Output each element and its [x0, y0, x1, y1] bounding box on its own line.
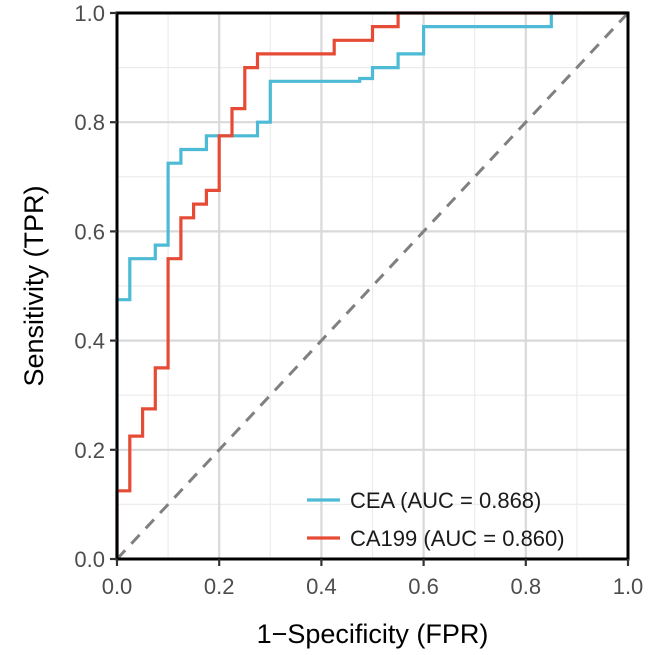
x-axis-title: 1−Specificity (FPR) [257, 619, 489, 649]
x-tick-label: 0.8 [511, 574, 542, 599]
plot-border [115, 11, 630, 561]
legend-label-ca199: CA199 (AUC = 0.860) [350, 526, 565, 551]
legend: CEA (AUC = 0.868) CA199 (AUC = 0.860) [307, 488, 565, 551]
y-tick-label: 1.0 [74, 1, 105, 26]
legend-label-cea: CEA (AUC = 0.868) [350, 488, 541, 513]
x-tick-label: 1.0 [613, 574, 644, 599]
roc-curve-ca199 [115, 11, 628, 559]
roc-series-lines [115, 11, 628, 559]
x-tick-label: 0.6 [408, 574, 439, 599]
y-tick-label: 0.4 [74, 329, 105, 354]
y-tick-label: 0.2 [74, 438, 105, 463]
x-tick-label: 0.2 [204, 574, 235, 599]
y-axis-title: Sensitivity (TPR) [19, 185, 49, 386]
y-axis-ticks: 0.0 0.2 0.4 0.6 0.8 1.0 [74, 1, 117, 572]
x-axis-ticks: 0.0 0.2 0.4 0.6 0.8 1.0 [102, 559, 644, 599]
roc-curve-cea [115, 11, 628, 559]
x-tick-label: 0.4 [306, 574, 337, 599]
y-tick-label: 0.8 [74, 110, 105, 135]
y-tick-label: 0.0 [74, 547, 105, 572]
x-tick-label: 0.0 [102, 574, 133, 599]
y-tick-label: 0.6 [74, 219, 105, 244]
